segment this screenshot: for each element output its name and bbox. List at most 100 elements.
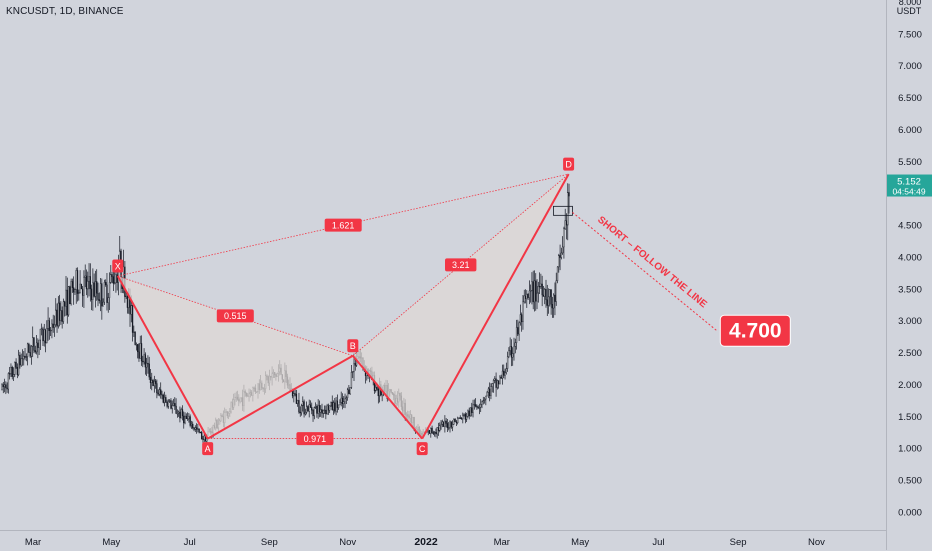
time-tick-label: Jul (652, 537, 664, 548)
candle-body (26, 343, 29, 357)
candle-body (549, 289, 551, 298)
candle-body (555, 280, 557, 302)
price-axis-top-label: 8.000 (899, 0, 922, 7)
candle-body (52, 323, 54, 328)
candle-body (477, 406, 479, 409)
price-tick-label: 6.500 (898, 93, 922, 104)
time-tick-label: Jul (184, 537, 196, 548)
symbol-title[interactable]: KNCUSDT, 1D, BINANCE (6, 6, 124, 17)
price-tick-label: 4.500 (898, 221, 922, 232)
candle-body (107, 297, 109, 303)
candle-body (334, 402, 336, 412)
candle-body (478, 406, 481, 409)
candle-body (179, 411, 181, 419)
ratio-label-text: 3.21 (452, 260, 470, 270)
candle-body (313, 407, 315, 417)
candle-body (87, 280, 89, 290)
ratio-label: 0.515 (216, 309, 254, 323)
candle-body (526, 293, 528, 299)
price-tick-label: 2.500 (898, 348, 922, 359)
candle-body (298, 400, 300, 413)
candle-body (80, 283, 83, 290)
candle-body (125, 295, 127, 298)
candle-body (499, 376, 501, 385)
candle-body (169, 400, 171, 402)
time-tick-label: Nov (808, 537, 825, 548)
candle-body (340, 397, 342, 403)
candle-body (134, 331, 136, 345)
candle-body (148, 363, 150, 378)
candle-body (74, 289, 76, 293)
time-tick-label: 2022 (414, 536, 438, 548)
candle-body (314, 406, 317, 408)
pattern-leg (116, 275, 209, 440)
candle-body (514, 342, 516, 347)
candle-body (457, 418, 459, 424)
candle-body (83, 277, 85, 296)
candle-body (151, 379, 153, 384)
candle-body (482, 400, 484, 403)
candle-body (116, 274, 118, 283)
candle-body (490, 386, 492, 396)
pattern-point-text: D (565, 159, 572, 169)
candle-body (321, 409, 323, 414)
candle-body (144, 354, 147, 368)
candle-body (195, 427, 198, 430)
candle-body (545, 289, 547, 300)
candle-body (94, 281, 97, 297)
price-axis[interactable] (886, 0, 932, 550)
candle-body (353, 363, 355, 372)
candle-body (5, 384, 7, 389)
candle-body (3, 384, 6, 388)
candle-body (142, 360, 144, 363)
candle-body (131, 305, 134, 333)
candle-body (495, 378, 497, 388)
candle-body (335, 400, 337, 412)
candle-body (492, 380, 495, 384)
pattern-leg (352, 355, 423, 440)
harmonic-pattern: 0.515 0.971 1.621 3.21 X A B C D (112, 157, 575, 456)
candle-body (30, 346, 33, 357)
time-tick-label: May (571, 537, 589, 548)
candle-body (458, 417, 460, 419)
candle-body (318, 405, 321, 413)
candle-body (472, 404, 474, 413)
time-tick-label: Nov (339, 537, 356, 548)
price-tick-label: 0.000 (898, 507, 922, 518)
candle-body (57, 302, 59, 327)
time-axis[interactable] (0, 530, 886, 551)
candle-body (167, 401, 170, 407)
candle-body (24, 355, 26, 358)
candle-body (463, 414, 465, 416)
candle-body (442, 421, 445, 427)
candle-body (450, 421, 452, 428)
candle-body (115, 274, 117, 283)
candle-body (341, 397, 344, 404)
candle-body (39, 328, 42, 341)
candle-body (175, 405, 177, 414)
candle-body (565, 220, 568, 226)
candle-body (190, 423, 193, 426)
candle-body (81, 288, 84, 296)
candle-body (437, 427, 440, 431)
candle-body (170, 400, 172, 409)
candle-body (177, 411, 180, 414)
candle-body (53, 324, 56, 328)
candle-body (430, 427, 432, 434)
price-tick-label: 0.500 (898, 476, 922, 487)
candle-body (433, 431, 436, 434)
candle-body (500, 376, 502, 379)
candle-body (336, 400, 339, 408)
candle-body (138, 351, 140, 359)
candle-body (76, 270, 79, 294)
candle-body (198, 428, 200, 433)
price-tick-label: 6.000 (898, 125, 922, 136)
pattern-point-label: A (202, 442, 214, 456)
candle-body (518, 322, 520, 335)
candle-body (9, 373, 11, 375)
candle-body (303, 401, 305, 415)
candle-body (474, 404, 477, 407)
candle-body (98, 299, 100, 301)
candle-body (354, 363, 356, 366)
